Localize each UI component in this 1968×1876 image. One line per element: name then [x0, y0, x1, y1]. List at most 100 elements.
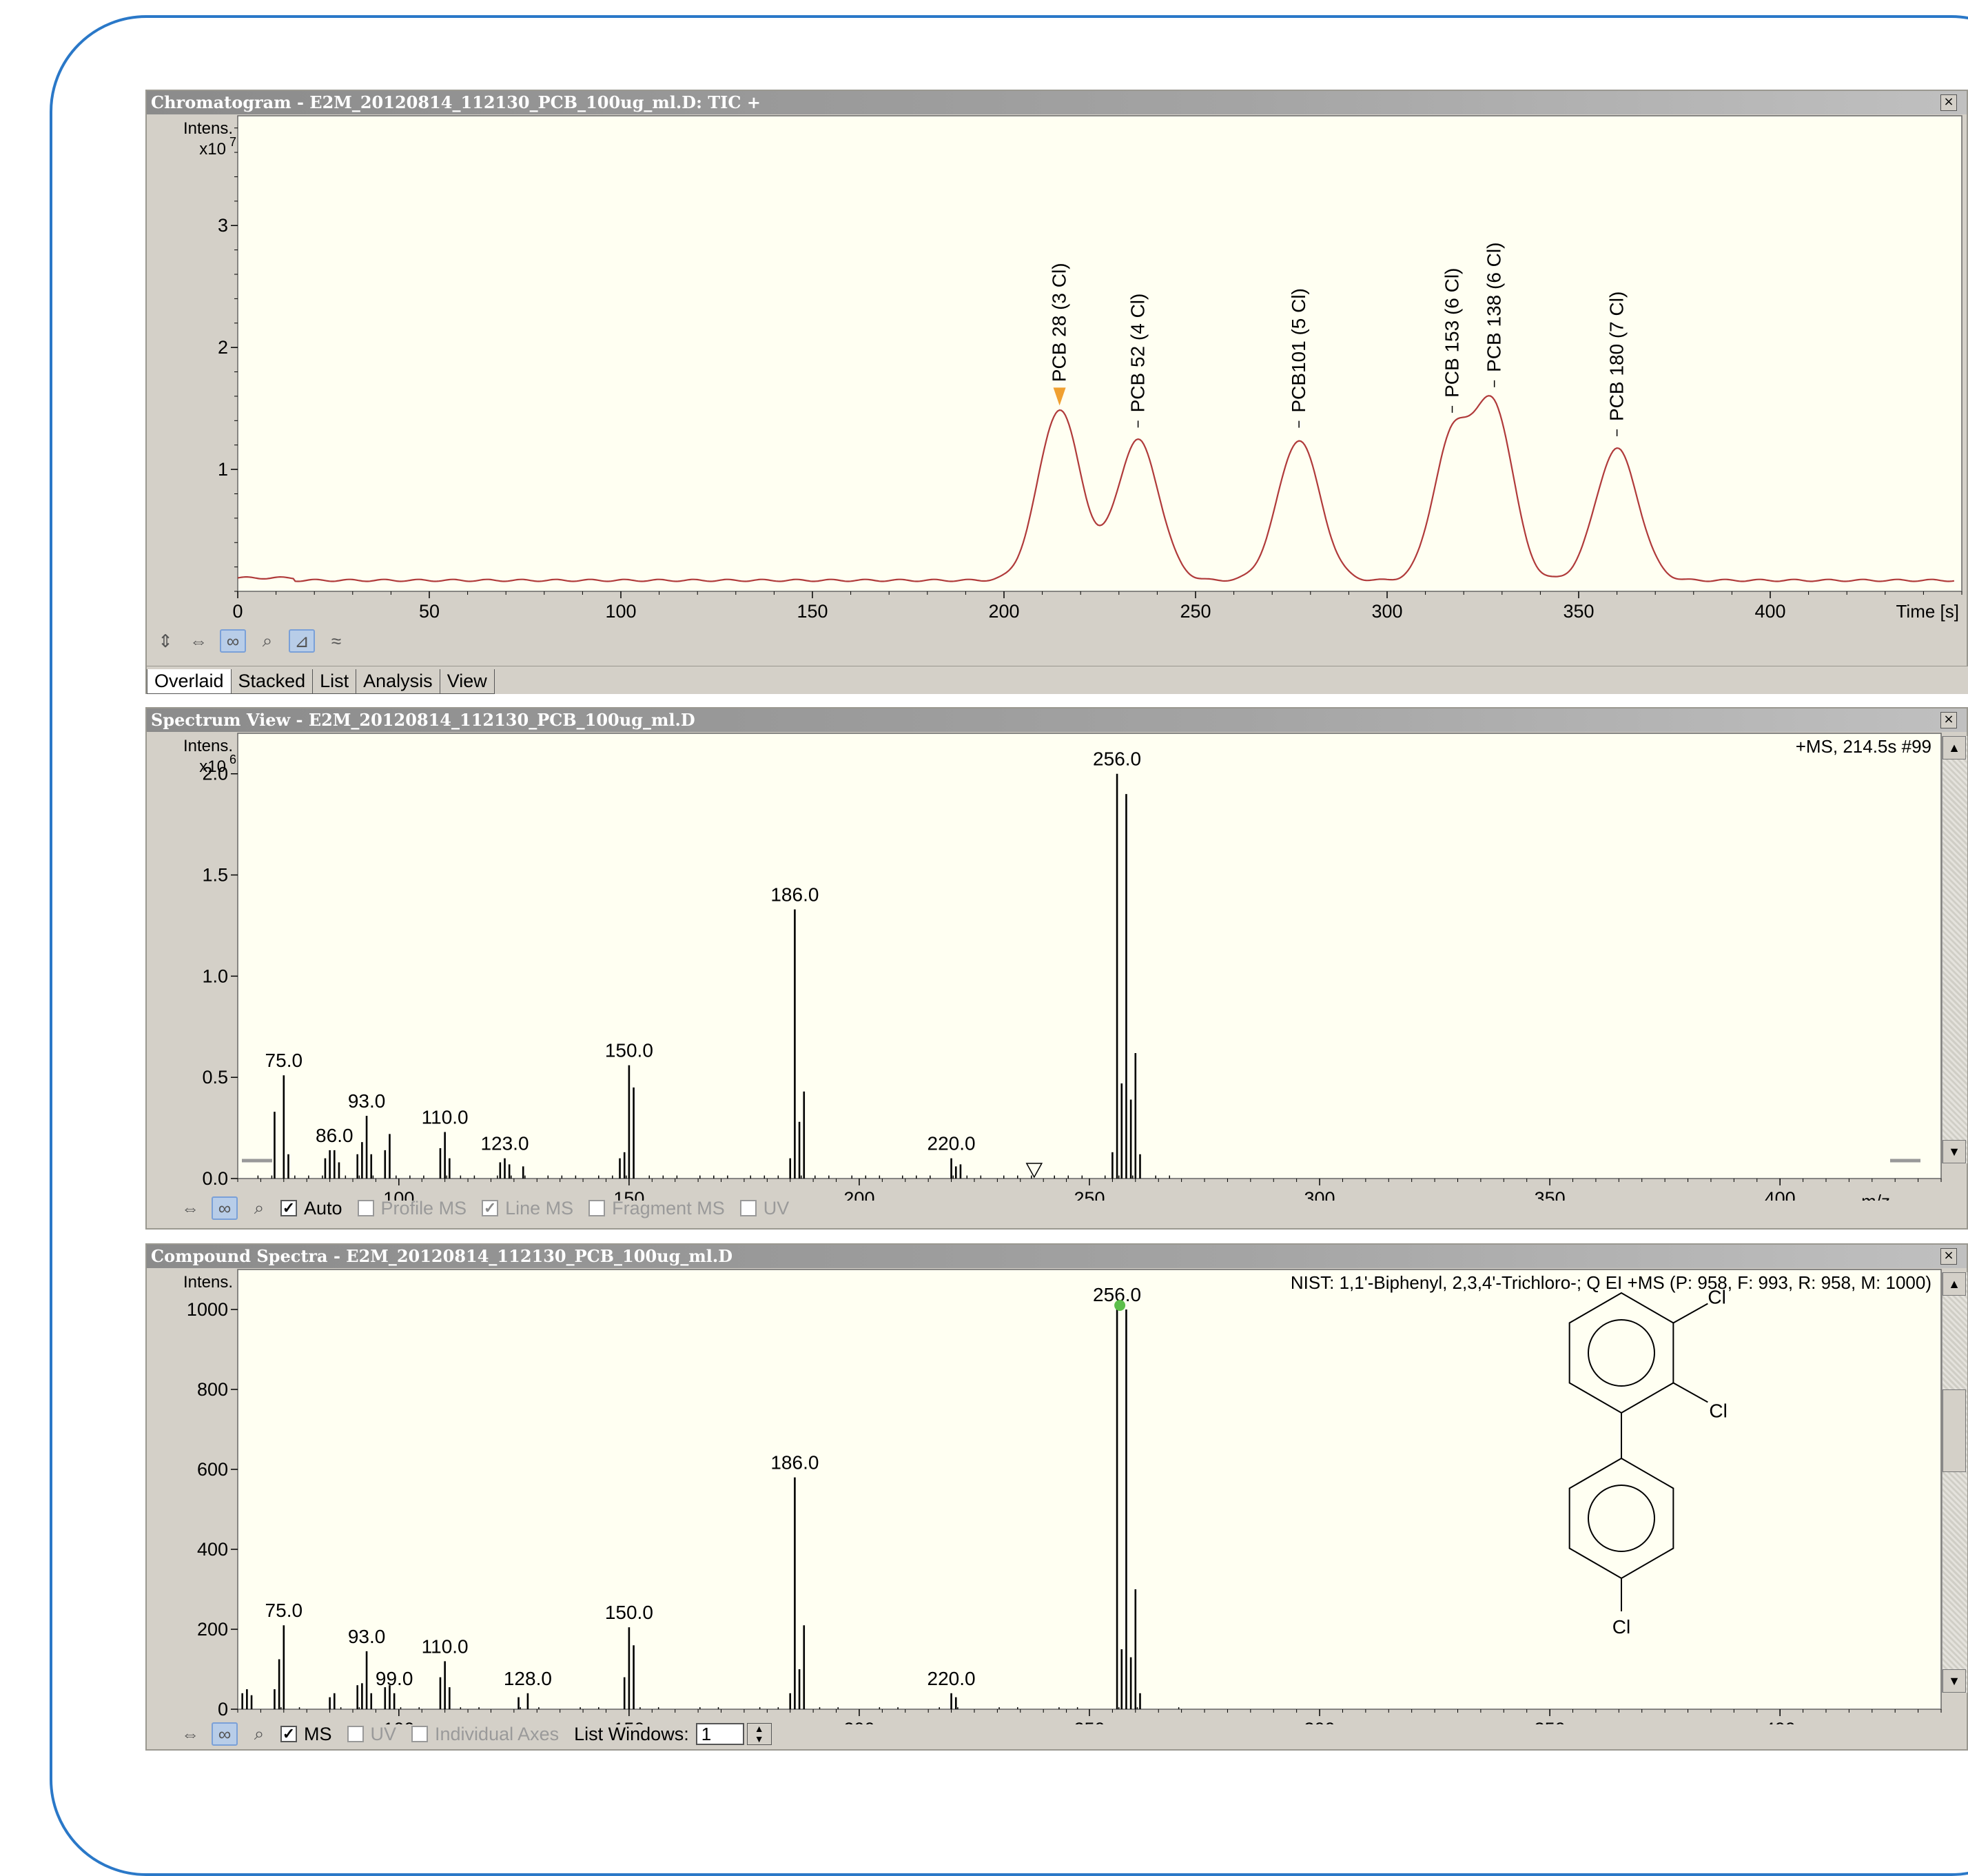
spectrum-scrollbar[interactable]: ▲ ▼	[1942, 736, 1967, 1163]
move-horizontal-icon[interactable]: ⇔	[181, 1197, 199, 1219]
fragment-ms-checkbox[interactable]: Fragment MS	[588, 1198, 725, 1219]
compound-chart: 100 150 200 250 300 350 400 0 200 400 600 800 1000 In…	[147, 1268, 1967, 1724]
y-tick-label: 3	[218, 215, 228, 236]
x-tick-label: 400	[1754, 601, 1785, 622]
aromatic-circle-top	[1588, 1319, 1655, 1387]
chromatogram-title: Chromatogram - E2M_20120814_112130_PCB_1…	[151, 92, 761, 112]
zoom-icon[interactable]: ⌕	[254, 1197, 265, 1218]
zoom-icon[interactable]: ⌕	[262, 630, 273, 651]
x-tick-label: 350	[1535, 1188, 1566, 1201]
y-axis-exponent-power: 6	[229, 753, 236, 766]
y-axis-label: Intens.	[183, 1273, 233, 1292]
peak-mz-label: 99.0	[376, 1668, 413, 1689]
peak-label: PCB101 (5 Cl)	[1288, 288, 1309, 413]
list-windows-spinner[interactable]: ▲ ▼	[746, 1723, 772, 1745]
peak-mz-label: 110.0	[422, 1106, 469, 1128]
chromatogram-titlebar: Chromatogram - E2M_20120814_112130_PCB_1…	[147, 91, 1967, 114]
spectrum-close-button[interactable]: ×	[1940, 712, 1957, 728]
spectrum-scroll-up-button[interactable]: ▲	[1943, 736, 1966, 759]
spectrum-toolbar: ⇔ ∞ ⌕ ✓ Auto Profile MS ✓ Line MS Fragment…	[147, 1194, 1967, 1222]
peak-mz-label: 150.0	[605, 1602, 653, 1623]
ms-label: MS	[304, 1723, 332, 1744]
list-windows-input[interactable]: 1	[695, 1723, 744, 1745]
x-tick-label: 150	[613, 1188, 644, 1201]
plot-area	[237, 733, 1942, 1179]
y-axis-exponent: x10	[199, 140, 226, 159]
line-ms-checkbox[interactable]: ✓ Line MS	[482, 1198, 573, 1219]
move-horizontal-icon[interactable]: ⇔	[189, 630, 207, 651]
x-tick-label: 350	[1535, 1719, 1566, 1724]
x-tick-label: 300	[1304, 1719, 1335, 1724]
ms-checkbox[interactable]: ✓ MS	[280, 1724, 332, 1745]
link-icon[interactable]: ∞	[220, 629, 246, 653]
move-horizontal-icon[interactable]: ⇔	[181, 1723, 199, 1744]
x-tick-label: 0	[232, 601, 243, 622]
peak-mz-label: 93.0	[348, 1090, 386, 1112]
spectrum-plot[interactable]: 100 150 200 250 300 350 400 0.0 0.5 1.0 1.5 2.0 Inte…	[147, 732, 1967, 1201]
chlorine-label: Cl	[1709, 1400, 1727, 1422]
peak-label: PCB 153 (6 Cl)	[1442, 268, 1463, 398]
tab-stacked[interactable]: Stacked	[230, 669, 314, 694]
selected-spectrum-marker	[1053, 387, 1066, 406]
compound-close-button[interactable]: ×	[1940, 1248, 1957, 1265]
spectrum-title: Spectrum View - E2M_20120814_112130_PCB_…	[151, 710, 695, 730]
peak-mz-label: 186.0	[770, 1452, 819, 1474]
compound-titlebar: Compound Spectra - E2M_20120814_112130_P…	[147, 1245, 1967, 1268]
peak-label: PCB 138 (6 Cl)	[1484, 243, 1505, 372]
tab-analysis[interactable]: Analysis	[356, 669, 440, 694]
integrate-icon[interactable]: ≈	[331, 630, 342, 651]
spectrum-annotation: +MS, 214.5s #99	[1796, 736, 1931, 757]
cl-bond-3	[1672, 1382, 1708, 1403]
auto-checkbox[interactable]: ✓ Auto	[280, 1198, 342, 1219]
peak-detect-icon[interactable]: ⊿	[289, 629, 315, 653]
peak-mz-label: 220.0	[927, 1668, 976, 1689]
peak-mz-label: 150.0	[605, 1040, 653, 1061]
y-axis-label: Intens.	[183, 737, 233, 755]
aromatic-circle-bottom	[1588, 1485, 1655, 1552]
compound-window: Compound Spectra - E2M_20120814_112130_P…	[145, 1243, 1968, 1751]
y-tick-label: 2	[218, 337, 228, 358]
compound-scroll-up-button[interactable]: ▲	[1943, 1272, 1966, 1296]
compound-title: Compound Spectra - E2M_20120814_112130_P…	[151, 1246, 733, 1266]
checkmark-icon: ✓	[482, 1199, 499, 1216]
move-vertical-icon[interactable]: ⇕	[158, 630, 173, 651]
peak-mz-label: 93.0	[348, 1626, 386, 1647]
link-icon[interactable]: ∞	[212, 1722, 238, 1746]
chromatogram-window: Chromatogram - E2M_20120814_112130_PCB_1…	[145, 90, 1968, 667]
chromatogram-close-button[interactable]: ×	[1940, 94, 1957, 111]
peak-label: PCB 180 (7 Cl)	[1606, 292, 1628, 421]
y-tick-label: 800	[197, 1379, 228, 1400]
compound-toolbar: ⇔ ∞ ⌕ ✓ MS UV Individual Axes List Window…	[147, 1720, 1967, 1748]
chromatogram-chart: 0 50 100 150 200 250 300 350 400 1 2 3 Intens. x10 7 Ti…	[147, 114, 1967, 638]
uv-checkbox[interactable]: UV	[739, 1198, 789, 1219]
tab-list[interactable]: List	[312, 669, 357, 694]
x-axis-label: m/z	[1861, 1191, 1890, 1201]
profile-ms-checkbox[interactable]: Profile MS	[357, 1198, 467, 1219]
tab-overlaid[interactable]: Overlaid	[147, 669, 232, 694]
x-axis-label: Time [s]	[1896, 601, 1959, 622]
chromatogram-plot[interactable]: 0 50 100 150 200 250 300 350 400 1 2 3 Intens. x10 7 Ti…	[147, 114, 1967, 638]
peak-mz-label: 75.0	[265, 1050, 303, 1071]
y-tick-label: 0.0	[202, 1168, 228, 1189]
x-tick-label: 300	[1304, 1188, 1335, 1201]
compound-scroll-down-button[interactable]: ▼	[1943, 1669, 1966, 1693]
individual-axes-checkbox[interactable]: Individual Axes	[411, 1724, 559, 1745]
spectrum-scroll-down-button[interactable]: ▼	[1943, 1140, 1966, 1163]
checkmark-icon: ✓	[280, 1199, 297, 1216]
fragment-ms-label: Fragment MS	[612, 1197, 725, 1219]
y-tick-label: 1.5	[202, 865, 228, 886]
compound-scroll-thumb[interactable]	[1943, 1389, 1966, 1472]
zoom-icon[interactable]: ⌕	[254, 1723, 265, 1744]
peak-mz-label: 128.0	[504, 1668, 552, 1689]
plot-area	[237, 1269, 1942, 1710]
x-tick-label: 400	[1765, 1188, 1796, 1201]
compound-plot[interactable]: 100 150 200 250 300 350 400 0 200 400 600 800 1000 In…	[147, 1268, 1967, 1724]
peak-label: PCB 52 (4 Cl)	[1127, 294, 1149, 413]
peak-mz-label: 186.0	[770, 884, 819, 905]
auto-label: Auto	[304, 1197, 342, 1219]
tab-view[interactable]: View	[439, 669, 495, 694]
compound-scrollbar[interactable]: ▲ ▼	[1942, 1272, 1967, 1693]
x-tick-label: 200	[843, 1188, 874, 1201]
link-icon[interactable]: ∞	[212, 1196, 238, 1220]
uv-checkbox[interactable]: UV	[347, 1724, 396, 1745]
